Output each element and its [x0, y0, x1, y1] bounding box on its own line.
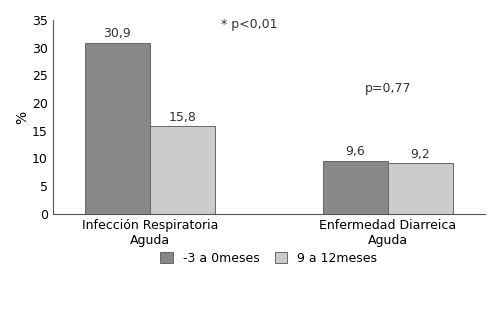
- Legend: -3 a 0meses, 9 a 12meses: -3 a 0meses, 9 a 12meses: [156, 247, 382, 270]
- Bar: [323, 161, 388, 214]
- Text: 9,2: 9,2: [410, 148, 430, 161]
- Bar: [150, 126, 214, 214]
- Bar: [85, 43, 150, 214]
- Text: p=0,77: p=0,77: [364, 82, 411, 95]
- Text: 15,8: 15,8: [168, 111, 196, 124]
- Text: 30,9: 30,9: [104, 28, 132, 40]
- Text: * p<0,01: * p<0,01: [221, 18, 278, 31]
- Text: 9,6: 9,6: [346, 145, 365, 159]
- Bar: [388, 163, 452, 214]
- Y-axis label: %: %: [15, 110, 29, 124]
